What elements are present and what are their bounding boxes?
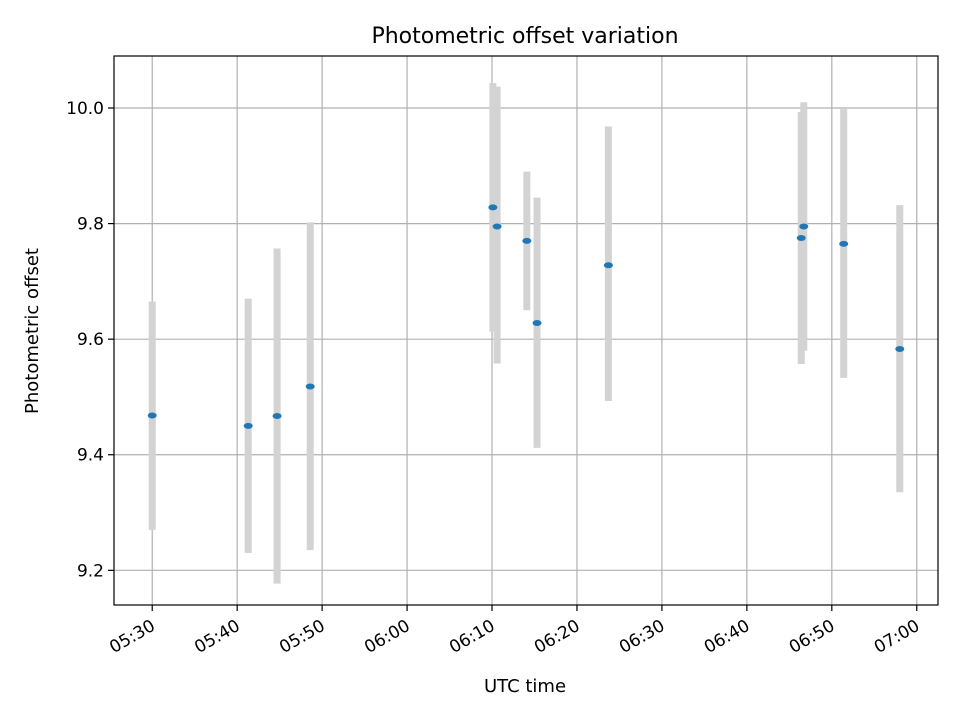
- x-tick-label: 05:40: [191, 616, 243, 658]
- x-tick-label: 06:10: [446, 616, 498, 658]
- data-points: [147, 204, 905, 429]
- data-point: [488, 204, 498, 211]
- y-axis-label: Photometric offset: [22, 248, 43, 414]
- y-tick-label: 9.4: [77, 446, 104, 466]
- data-point: [799, 223, 809, 230]
- x-tick-label: 06:00: [361, 616, 413, 658]
- y-tick-label: 9.6: [77, 330, 104, 350]
- x-tick-label: 07:00: [871, 616, 923, 658]
- grid: [114, 56, 938, 605]
- data-point: [492, 223, 502, 230]
- x-tick-label: 05:30: [106, 616, 158, 658]
- x-axis-label: UTC time: [484, 676, 566, 697]
- plot-frame: [113, 55, 939, 606]
- x-axis-ticks: 05:30 05:40 05:50 06:00 06:10 06:20 06:30 06:40…: [106, 605, 923, 658]
- data-point: [839, 240, 849, 247]
- data-point: [305, 383, 315, 390]
- y-axis-ticks: 9.2 9.4 9.6 9.8 10.0: [66, 99, 114, 581]
- x-tick-label: 06:30: [616, 616, 668, 658]
- data-point: [603, 262, 613, 269]
- data-point: [796, 235, 806, 242]
- x-tick-label: 06:50: [786, 616, 838, 658]
- y-tick-label: 9.2: [77, 561, 104, 581]
- data-point: [522, 237, 532, 244]
- y-tick-label: 9.8: [77, 215, 104, 235]
- x-tick-label: 06:40: [701, 616, 753, 658]
- error-bars: [148, 83, 904, 584]
- data-point: [532, 319, 542, 326]
- x-tick-label: 05:50: [276, 616, 328, 658]
- data-point: [147, 412, 157, 419]
- data-point: [272, 413, 282, 420]
- y-tick-label: 10.0: [66, 99, 104, 119]
- chart-title: Photometric offset variation: [371, 24, 678, 49]
- x-tick-label: 06:20: [531, 616, 583, 658]
- data-point: [243, 422, 253, 429]
- data-point: [895, 345, 905, 352]
